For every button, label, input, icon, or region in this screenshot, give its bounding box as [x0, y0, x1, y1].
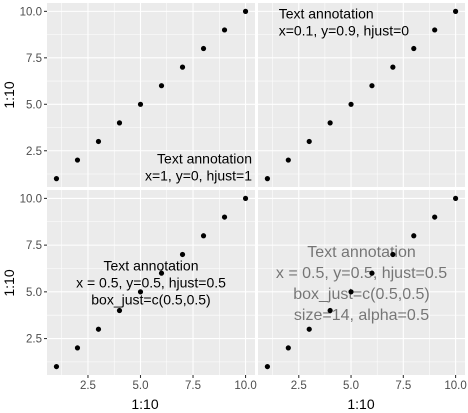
- data-point: [390, 64, 396, 70]
- axes-layer: 2.5 5.0 7.5 10.0 2.5 5.0 7.5 10.0 2.5 5.0 7.5 10.0 2…: [20, 6, 467, 392]
- y-tick-label: 2.5: [26, 146, 42, 158]
- text-annotation: Text annotation x = 0.5, y=0.5, hjust=0.5…: [276, 244, 447, 324]
- panel-background: [258, 190, 465, 375]
- data-point: [369, 270, 375, 276]
- y-axis-title-top: 1:10: [1, 81, 17, 108]
- annotation-line: x = 0.5, y=0.5, hjust=0.5: [276, 265, 447, 282]
- data-point: [158, 270, 165, 276]
- data-point: [285, 345, 291, 351]
- data-point: [306, 138, 312, 145]
- annotation-line: x=1, y=0, hjust=1: [145, 168, 252, 184]
- data-point: [411, 45, 417, 52]
- annotation-line: Text annotation: [104, 258, 199, 274]
- data-point: [200, 233, 207, 239]
- data-point: [158, 83, 165, 89]
- y-tick-label: 10.0: [20, 6, 42, 18]
- data-point: [285, 157, 291, 163]
- x-tick-label: 10.0: [444, 380, 466, 392]
- data-point: [95, 326, 102, 332]
- annotation-line: Text annotation: [307, 244, 416, 261]
- data-point: [306, 326, 312, 332]
- x-tick-label: 5.0: [343, 380, 359, 392]
- data-point: [221, 214, 228, 220]
- data-point: [348, 289, 354, 295]
- data-point: [116, 307, 123, 314]
- data-point: [137, 289, 144, 295]
- annotation-line: Text annotation: [279, 6, 374, 22]
- data-point: [452, 8, 459, 14]
- annotation-line: box_just=c(0.5,0.5): [91, 292, 210, 308]
- y-tick-label: 5.0: [26, 99, 42, 111]
- panel-bottom-right: Text annotation x = 0.5, y=0.5, hjust=0.5…: [258, 190, 465, 375]
- data-point: [221, 27, 228, 33]
- x-axis-title-right: 1:10: [347, 396, 374, 412]
- data-point: [369, 83, 375, 89]
- y-tick-label: 2.5: [26, 334, 42, 346]
- data-point: [432, 27, 438, 33]
- data-point: [53, 176, 60, 182]
- data-point: [74, 157, 81, 163]
- data-point: [411, 233, 417, 239]
- x-tick-label: 5.0: [132, 380, 148, 392]
- data-point: [95, 138, 102, 145]
- data-point: [452, 195, 459, 202]
- data-point: [179, 251, 186, 258]
- data-point: [432, 214, 438, 220]
- data-point: [74, 345, 81, 351]
- y-axis-title-bottom: 1:10: [1, 269, 17, 296]
- data-point: [264, 363, 271, 370]
- data-point: [116, 120, 123, 126]
- panel-background: [47, 190, 255, 375]
- y-tick-label: 7.5: [26, 53, 42, 65]
- data-point: [242, 8, 249, 14]
- panel-background: [47, 3, 255, 187]
- data-point: [200, 45, 207, 52]
- panel-background: [258, 3, 465, 187]
- data-point: [348, 101, 354, 107]
- annotation-line: size=14, alpha=0.5: [294, 307, 429, 324]
- x-axis-title-left: 1:10: [131, 396, 158, 412]
- x-tick-label: 7.5: [395, 380, 411, 392]
- x-tick-label: 10.0: [234, 380, 256, 392]
- annotation-line: box_just=c(0.5,0.5): [293, 286, 430, 303]
- x-tick-label: 2.5: [291, 380, 307, 392]
- data-point: [327, 307, 333, 314]
- data-point: [264, 176, 271, 182]
- data-point: [137, 101, 144, 107]
- x-tick-label: 2.5: [80, 380, 96, 392]
- data-point: [242, 195, 249, 202]
- annotation-line: x=0.1, y=0.9, hjust=0: [279, 23, 410, 39]
- annotation-line: x = 0.5, y=0.5, hjust=0.5: [76, 275, 226, 291]
- x-tick-label: 7.5: [185, 380, 201, 392]
- data-point: [53, 363, 60, 370]
- data-point: [327, 120, 333, 126]
- y-tick-label: 10.0: [20, 193, 42, 205]
- data-point: [390, 251, 396, 258]
- y-tick-label: 7.5: [26, 240, 42, 252]
- data-point: [179, 64, 186, 70]
- y-tick-label: 5.0: [26, 287, 42, 299]
- annotation-line: Text annotation: [157, 151, 252, 167]
